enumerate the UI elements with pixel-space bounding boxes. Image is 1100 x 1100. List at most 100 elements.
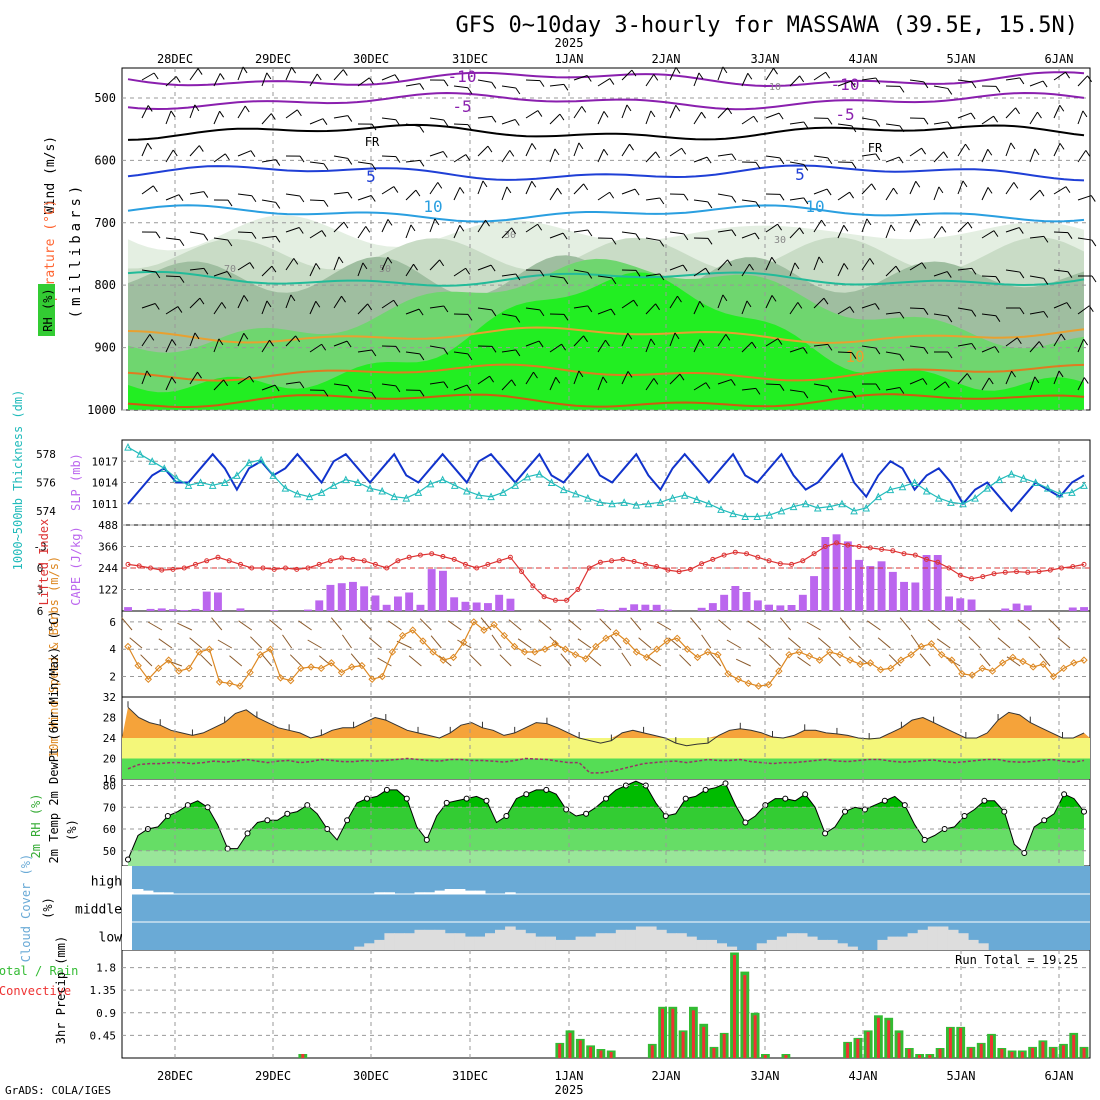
top-date-29DEC: 29DEC <box>255 52 291 66</box>
rh2m-point <box>1001 808 1008 815</box>
upper-wind-barb <box>1029 80 1044 87</box>
upper-wind-barb <box>405 83 420 87</box>
upper-wind-barb <box>813 219 822 233</box>
wind10m-point <box>724 670 732 678</box>
upper-wind-barb-flag <box>893 187 898 195</box>
bottom-date-30DEC: 30DEC <box>353 1069 389 1083</box>
thickness-point <box>886 485 895 494</box>
upper-wind-barb <box>597 308 612 315</box>
lifted-index-point <box>159 567 165 573</box>
thickness-point <box>801 499 810 508</box>
upper-wind-barb <box>261 113 272 125</box>
upper-wind-barb-flag <box>987 187 993 194</box>
upper-wind-barb-flag <box>749 263 754 271</box>
upper-wind-barb-flag <box>587 305 593 313</box>
precip-convective-bar <box>1072 1034 1076 1058</box>
upper-wind-barb <box>621 143 630 157</box>
upper-wind-barb <box>645 378 655 391</box>
upper-wind-barb <box>357 349 372 353</box>
lifted-index-point <box>665 567 671 573</box>
upper-wind-barb-flag <box>747 72 753 80</box>
thickness-point <box>910 478 919 486</box>
lifted-index-point <box>867 545 873 551</box>
upper-wind-barb-flag <box>465 154 471 161</box>
upper-wind-barb-flag <box>487 145 493 153</box>
upper-wind-barb <box>909 378 924 385</box>
cloud-low-gap <box>877 939 888 950</box>
rh2m-point <box>164 813 171 819</box>
wind10m-point <box>998 659 1007 667</box>
wind10m-barb <box>508 619 522 631</box>
ptick-1000: 1000 <box>87 403 116 417</box>
wind10m-point <box>612 629 620 637</box>
wind10m-point <box>297 664 305 673</box>
upper-wind-barb-flag <box>515 349 521 357</box>
precip-convective-bar <box>661 1008 664 1058</box>
precip-convective-bar <box>1031 1048 1035 1058</box>
upper-wind-barb <box>957 221 969 233</box>
upper-wind-barb <box>285 227 300 233</box>
upper-wind-barb-flag <box>434 218 440 226</box>
upper-wind-barb-flag <box>966 373 972 380</box>
wind10m-point <box>510 642 519 651</box>
wind10m-barb <box>1039 653 1051 667</box>
isotherm-label-9: 5 <box>795 165 805 184</box>
upper-wind-barb-flag <box>653 378 659 385</box>
lifted-index-point <box>957 572 963 578</box>
upper-wind-barb-flag <box>941 226 947 233</box>
upper-wind-barb-flag <box>511 379 516 387</box>
rh2m-point <box>981 797 988 804</box>
lifted-index-point <box>890 548 896 554</box>
upper-wind-barb-flag <box>387 256 393 264</box>
upper-wind-barb <box>189 371 198 385</box>
upper-wind-barb <box>381 117 396 121</box>
upper-wind-barb <box>453 187 461 201</box>
wind10m-barb <box>621 652 632 667</box>
upper-wind-barb <box>1077 305 1090 315</box>
upper-wind-barb <box>957 267 972 271</box>
cloud-high-gap <box>474 890 486 894</box>
upper-wind-barb-flag <box>849 191 855 199</box>
wind10m-point <box>571 650 580 659</box>
wind10m-point <box>520 648 529 656</box>
upper-wind-barb-flag <box>779 194 785 201</box>
upper-wind-barb <box>525 143 533 157</box>
upper-wind-barb <box>741 263 750 277</box>
upper-wind-barb-flag <box>1059 143 1065 150</box>
thickness-point <box>959 499 967 508</box>
cape-bar <box>787 605 796 611</box>
upper-wind-barb <box>213 379 225 391</box>
upper-wind-barb-flag <box>771 256 777 264</box>
wind10m-barb <box>1017 619 1031 631</box>
thickness-point <box>1055 489 1064 498</box>
upper-wind-barb-flag <box>771 295 777 302</box>
upper-wind-barb-flag <box>203 191 209 198</box>
upper-wind-barb-flag <box>243 332 249 340</box>
upper-wind-barb <box>141 142 149 157</box>
wind10m-barb <box>988 618 1001 631</box>
thickness-point <box>221 478 229 486</box>
upper-wind-barb <box>285 335 297 347</box>
wind10m-barb <box>147 621 163 631</box>
cloud-low-gap <box>907 933 919 950</box>
upper-wind-barb <box>933 313 948 317</box>
wind10m-barb <box>538 619 552 631</box>
cloud-low-gap <box>464 936 476 950</box>
cloud-low-gap <box>958 933 969 950</box>
upper-wind-barb <box>645 303 656 315</box>
wind10m-barb <box>768 654 781 667</box>
wind10m-point <box>480 626 488 634</box>
precip-convective-bar <box>928 1055 932 1058</box>
wind10m-point <box>246 668 254 677</box>
lifted-index-point <box>676 569 682 575</box>
wind10m-barb <box>726 639 741 649</box>
upper-wind-barb-flag <box>275 202 281 209</box>
wind10m-point <box>256 650 264 659</box>
upper-wind-barb <box>621 371 629 385</box>
upper-wind-barb-flag <box>944 381 950 389</box>
upper-wind-barb-flag <box>1090 195 1096 202</box>
cloud-high-gap <box>152 892 164 894</box>
isotherm-label-0: -10 <box>448 67 477 86</box>
upper-wind-barb-flag <box>705 382 711 389</box>
upper-wind-barb-flag <box>799 75 805 83</box>
